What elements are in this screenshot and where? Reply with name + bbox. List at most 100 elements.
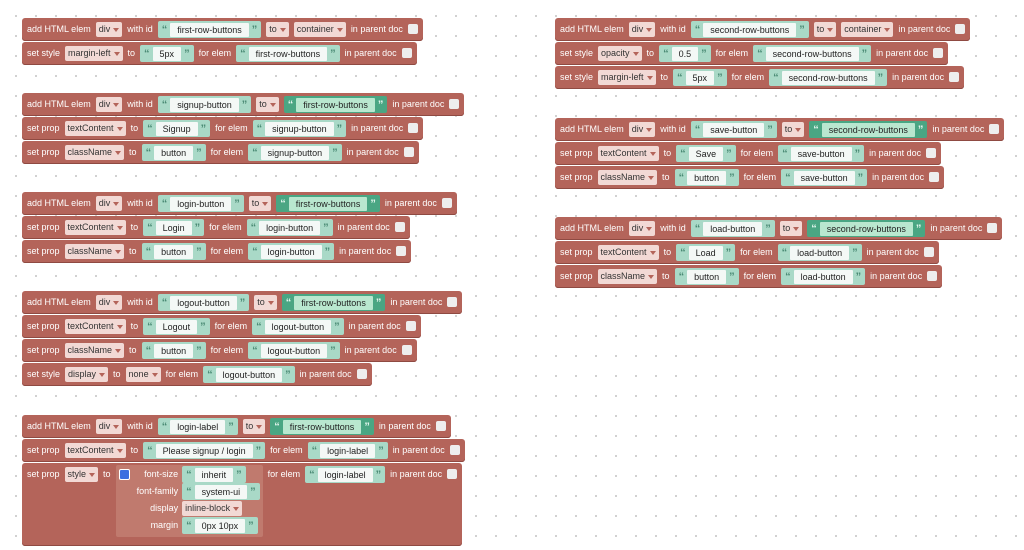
text-field[interactable]: Save [688, 146, 724, 161]
dropdown[interactable]: to [254, 295, 277, 310]
text-field[interactable]: system-ui [194, 484, 248, 499]
block[interactable]: set prop className to button for elem save-bu… [555, 166, 945, 189]
checkbox[interactable] [435, 421, 446, 431]
text-field[interactable]: signup-button [260, 145, 330, 160]
text-field[interactable]: first-row-buttons [248, 46, 328, 61]
checkbox[interactable] [441, 198, 452, 208]
dropdown[interactable]: textContent [64, 443, 126, 458]
dropdown[interactable]: opacity [598, 46, 642, 61]
text-field[interactable]: load-button [703, 221, 763, 236]
text-field[interactable]: logout-button [260, 343, 328, 358]
block[interactable]: add HTML elem div with id load-button to seco… [555, 217, 1003, 240]
text-field[interactable]: Load [688, 245, 723, 260]
dropdown[interactable]: className [64, 145, 125, 160]
block[interactable]: set prop className to button for elem load-bu… [555, 265, 943, 288]
checkbox[interactable] [927, 271, 938, 281]
text-field[interactable]: login-label [320, 443, 376, 458]
checkbox[interactable] [408, 123, 419, 133]
text-field[interactable]: button [154, 145, 194, 160]
dropdown[interactable]: div [628, 122, 656, 137]
text-field[interactable]: load-button [790, 245, 850, 260]
checkbox[interactable] [955, 24, 966, 34]
block[interactable]: add HTML elem div with id first-row-buttons… [22, 18, 423, 41]
text-field[interactable]: button [687, 170, 727, 185]
text-field[interactable]: signup-button [265, 121, 334, 136]
block[interactable]: add HTML elem div with id login-button to fir… [22, 192, 457, 215]
text-field[interactable]: save-button [793, 170, 855, 185]
text-field[interactable]: first-row-buttons [288, 196, 368, 211]
checkbox[interactable] [401, 48, 412, 58]
text-field[interactable]: login-button [259, 220, 321, 235]
text-field[interactable]: login-label [317, 467, 373, 482]
text-field[interactable]: inherit [194, 467, 234, 482]
dropdown[interactable]: inline-block [182, 501, 243, 516]
block[interactable]: set prop textContent to Logout for elem logou… [22, 315, 421, 338]
dropdown[interactable]: textContent [597, 245, 659, 260]
text-field[interactable]: first-row-buttons [296, 97, 375, 112]
text-field[interactable]: 0px 10px [194, 518, 246, 533]
text-field[interactable]: 5px [152, 46, 182, 61]
text-field[interactable]: signup-button [170, 97, 239, 112]
text-field[interactable]: login-button [260, 244, 322, 259]
block[interactable]: set prop className to button for elem signup-… [22, 141, 419, 164]
dropdown[interactable]: display [65, 367, 109, 382]
block[interactable]: set prop className to button for elem logout-… [22, 339, 417, 362]
text-field[interactable]: login-button [170, 196, 232, 211]
text-field[interactable]: Logout [155, 319, 198, 334]
text-field[interactable]: logout-button [264, 319, 332, 334]
dropdown[interactable]: to [781, 122, 805, 137]
dropdown[interactable]: div [95, 419, 123, 434]
dropdown[interactable]: to [266, 22, 289, 37]
dropdown[interactable]: textContent [64, 319, 126, 334]
text-field[interactable]: logout-button [170, 295, 237, 310]
checkbox[interactable] [933, 48, 944, 58]
text-field[interactable]: Login [155, 220, 192, 235]
dropdown[interactable]: margin-left [598, 70, 656, 85]
dropdown[interactable]: div [628, 221, 656, 236]
checkbox[interactable] [356, 369, 367, 379]
block[interactable]: set style margin-left to 5px for elem second-… [555, 66, 965, 89]
text-field[interactable]: second-row-buttons [703, 22, 797, 37]
text-field[interactable]: login-label [170, 419, 226, 434]
checkbox[interactable] [396, 246, 407, 256]
checkbox[interactable] [929, 172, 940, 182]
dropdown[interactable]: className [64, 244, 125, 259]
dropdown[interactable]: div [95, 295, 123, 310]
dropdown[interactable]: container [293, 22, 346, 37]
checkbox[interactable] [447, 297, 458, 307]
dropdown[interactable]: textContent [597, 146, 659, 161]
dropdown[interactable]: className [64, 343, 125, 358]
block[interactable]: set prop textContent to Signup for elem signu… [22, 117, 424, 140]
text-field[interactable]: save-button [790, 146, 852, 161]
block[interactable]: set prop className to button for elem login-b… [22, 240, 412, 263]
checkbox[interactable] [447, 469, 458, 479]
text-field[interactable]: 0.5 [671, 46, 699, 61]
text-field[interactable]: Please signup / login [155, 443, 253, 458]
dropdown[interactable]: to [248, 196, 272, 211]
gear-icon[interactable] [118, 469, 130, 480]
text-field[interactable]: second-row-buttons [765, 46, 859, 61]
text-field[interactable]: button [154, 343, 194, 358]
checkbox[interactable] [449, 445, 460, 455]
dropdown[interactable]: div [95, 97, 123, 112]
dropdown[interactable]: to [242, 419, 266, 434]
checkbox[interactable] [987, 223, 998, 233]
block[interactable]: set prop textContent to Login for elem login-… [22, 216, 410, 239]
text-field[interactable]: second-row-buttons [781, 70, 875, 85]
text-field[interactable]: second-row-buttons [821, 122, 915, 137]
checkbox[interactable] [449, 99, 460, 109]
dropdown[interactable]: className [597, 170, 658, 185]
dropdown[interactable]: to [813, 22, 837, 37]
text-field[interactable]: first-row-buttons [170, 22, 249, 37]
checkbox[interactable] [407, 24, 418, 34]
text-field[interactable]: first-row-buttons [282, 419, 362, 434]
dropdown[interactable]: to [256, 97, 279, 112]
text-field[interactable]: 5px [685, 70, 715, 85]
checkbox[interactable] [403, 147, 414, 157]
checkbox[interactable] [926, 148, 937, 158]
text-field[interactable]: button [687, 269, 727, 284]
text-field[interactable]: logout-button [215, 367, 283, 382]
block[interactable]: add HTML elem div with id logout-button to fi… [22, 291, 463, 314]
